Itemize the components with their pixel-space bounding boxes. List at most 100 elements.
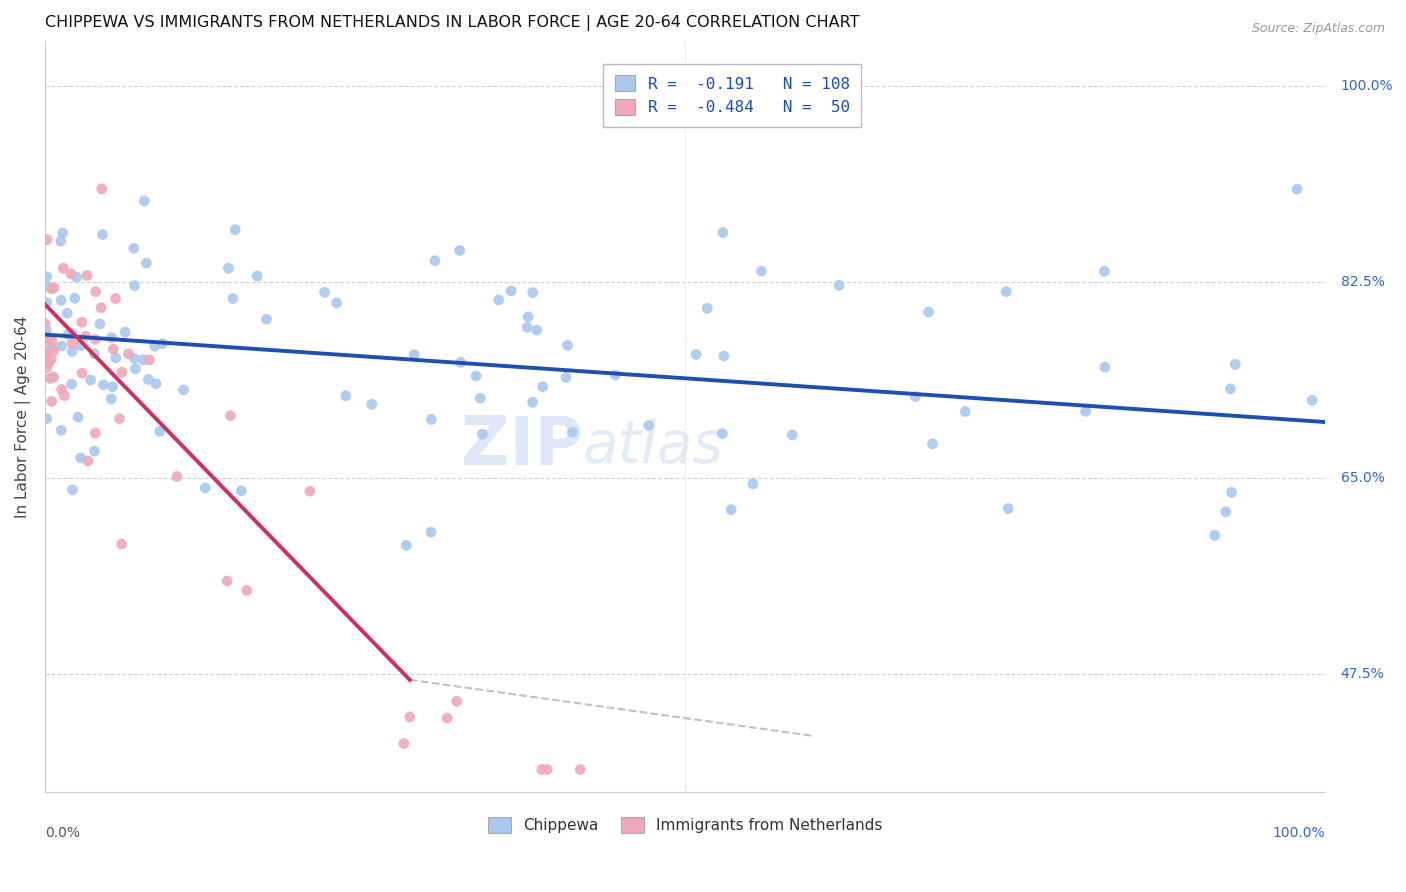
Point	[555, 370, 578, 384]
Point	[108, 411, 131, 425]
Point	[828, 278, 851, 293]
Point	[222, 292, 245, 306]
Point	[58, 327, 80, 342]
Point	[103, 342, 125, 356]
Point	[420, 525, 443, 540]
Point	[713, 349, 735, 363]
Point	[780, 428, 803, 442]
Y-axis label: In Labor Force | Age 20-64: In Labor Force | Age 20-64	[15, 315, 31, 517]
Point	[76, 268, 98, 283]
Point	[69, 450, 91, 465]
Point	[114, 325, 136, 339]
Point	[256, 312, 278, 326]
Point	[135, 256, 157, 270]
Point	[1092, 264, 1115, 278]
Point	[152, 336, 174, 351]
Point	[449, 244, 471, 258]
Point	[70, 366, 93, 380]
Point	[91, 227, 114, 242]
Point	[742, 476, 765, 491]
Point	[314, 285, 336, 300]
Point	[35, 323, 58, 337]
Point	[219, 409, 242, 423]
Point	[166, 469, 188, 483]
Point	[52, 261, 75, 276]
Point	[37, 280, 59, 294]
Point	[77, 454, 100, 468]
Point	[41, 282, 63, 296]
Point	[90, 182, 112, 196]
Point	[1074, 404, 1097, 418]
Point	[531, 379, 554, 393]
Point	[138, 372, 160, 386]
Point	[1301, 393, 1323, 408]
Point	[561, 425, 583, 439]
Point	[995, 285, 1018, 299]
Point	[104, 292, 127, 306]
Point	[637, 418, 659, 433]
Point	[436, 711, 458, 725]
Point	[84, 332, 107, 346]
Point	[63, 291, 86, 305]
Point	[526, 323, 548, 337]
Point	[60, 377, 83, 392]
Point	[132, 352, 155, 367]
Point	[420, 412, 443, 426]
Point	[471, 427, 494, 442]
Point	[1220, 485, 1243, 500]
Text: CHIPPEWA VS IMMIGRANTS FROM NETHERLANDS IN LABOR FORCE | AGE 20-64 CORRELATION C: CHIPPEWA VS IMMIGRANTS FROM NETHERLANDS …	[45, 15, 859, 31]
Point	[1215, 505, 1237, 519]
Point	[904, 390, 927, 404]
Point	[111, 537, 134, 551]
Point	[1285, 182, 1308, 196]
Point	[145, 376, 167, 391]
Point	[517, 310, 540, 324]
Point	[720, 502, 742, 516]
Point	[35, 349, 58, 363]
Point	[93, 377, 115, 392]
Point	[35, 360, 58, 375]
Point	[711, 226, 734, 240]
Point	[34, 347, 56, 361]
Point	[360, 397, 382, 411]
Point	[522, 285, 544, 300]
Point	[465, 369, 488, 384]
Point	[83, 444, 105, 458]
Point	[501, 284, 523, 298]
Point	[398, 710, 420, 724]
Point	[42, 370, 65, 384]
Point	[53, 388, 76, 402]
Point	[84, 285, 107, 299]
Point	[70, 315, 93, 329]
Point	[35, 295, 58, 310]
Point	[35, 411, 58, 425]
Point	[325, 296, 347, 310]
Point	[35, 233, 58, 247]
Point	[62, 483, 84, 497]
Point	[236, 583, 259, 598]
Point	[38, 371, 60, 385]
Point	[298, 484, 321, 499]
Point	[143, 339, 166, 353]
Point	[79, 373, 101, 387]
Point	[488, 293, 510, 307]
Text: atlas: atlas	[582, 418, 724, 475]
Point	[138, 353, 160, 368]
Point	[60, 344, 83, 359]
Point	[56, 306, 79, 320]
Point	[231, 483, 253, 498]
Point	[470, 391, 492, 405]
Point	[60, 267, 83, 281]
Point	[392, 737, 415, 751]
Point	[194, 481, 217, 495]
Point	[117, 347, 139, 361]
Point	[69, 339, 91, 353]
Point	[751, 264, 773, 278]
Point	[685, 347, 707, 361]
Point	[60, 336, 83, 351]
Point	[921, 437, 943, 451]
Point	[404, 348, 426, 362]
Point	[1204, 528, 1226, 542]
Point	[51, 339, 73, 353]
Point	[217, 261, 239, 276]
